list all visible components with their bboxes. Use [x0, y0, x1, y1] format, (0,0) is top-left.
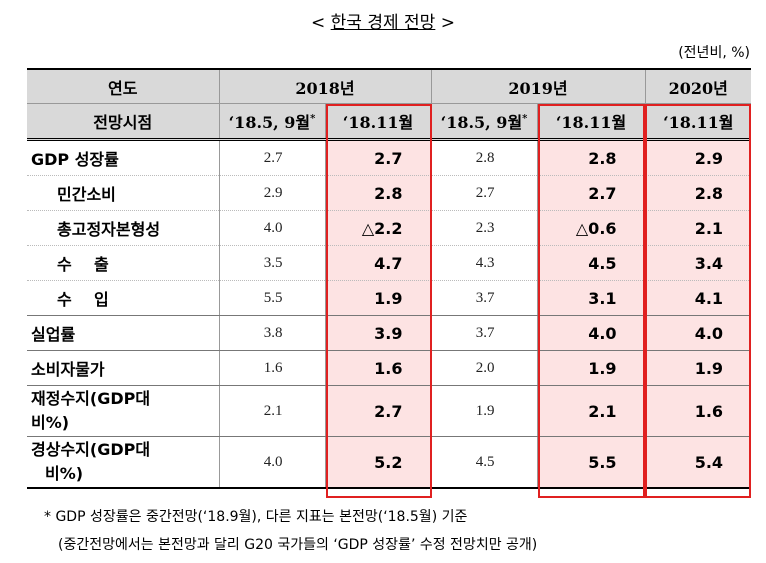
header-forecast-label: 전망시점 [27, 103, 220, 141]
cell-highlight: 1.9 [644, 350, 752, 386]
cell-highlight: 2.7 [324, 385, 432, 437]
cell: 3.7 [430, 280, 538, 316]
table-row: 민간소비 2.9 2.8 2.7 2.7 2.8 [27, 175, 752, 211]
header-2020-nov: ‘18.11월 [644, 103, 752, 141]
cell-highlight: 1.9 [536, 350, 646, 386]
cell: 2.7 [218, 139, 326, 176]
cell: 4.0 [218, 436, 326, 489]
header-2019: 2019년 [430, 68, 646, 104]
cell-highlight: 4.5 [536, 245, 646, 281]
cell: 1.9 [430, 385, 538, 437]
cell-highlight: 2.8 [644, 175, 752, 211]
row-label-current-account: 경상수지(GDP대 비%) [27, 436, 220, 489]
row-label-investment: 총고정자본형성 [27, 210, 220, 246]
cell-highlight: 4.1 [644, 280, 752, 316]
cell-highlight: 2.7 [536, 175, 646, 211]
cell-highlight: 4.0 [536, 315, 646, 351]
cell: 4.0 [218, 210, 326, 246]
row-label-gdp: GDP 성장률 [27, 139, 220, 176]
table-row: 수 입 5.5 1.9 3.7 3.1 4.1 [27, 280, 752, 316]
cell: 2.0 [430, 350, 538, 386]
page-title: < 한국 경제 전망 > [311, 13, 455, 33]
footnote-2: (중간전망에서는 본전망과 달리 G20 국가들의 ‘GDP 성장률’ 수정 전… [58, 537, 538, 553]
cell-highlight: 2.7 [324, 139, 432, 176]
cell-highlight: 2.8 [324, 175, 432, 211]
cell-highlight: 3.4 [644, 245, 752, 281]
row-label-exports: 수 출 [27, 245, 220, 281]
cell: 4.3 [430, 245, 538, 281]
cell: 2.3 [430, 210, 538, 246]
row-label-imports: 수 입 [27, 280, 220, 316]
cell-highlight: 5.2 [324, 436, 432, 489]
table-row: GDP 성장률 2.7 2.7 2.8 2.8 2.9 [27, 139, 752, 176]
header-2020: 2020년 [644, 68, 752, 104]
cell-highlight: 1.9 [324, 280, 432, 316]
cell: 4.5 [430, 436, 538, 489]
cell-highlight: 4.7 [324, 245, 432, 281]
cell-highlight: 2.1 [644, 210, 752, 246]
table-row: 소비자물가 1.6 1.6 2.0 1.9 1.9 [27, 350, 752, 386]
footnote-1: * GDP 성장률은 중간전망(‘18.9월), 다른 지표는 본전망(‘18.… [44, 509, 468, 525]
cell: 5.5 [218, 280, 326, 316]
cell: 3.7 [430, 315, 538, 351]
table-row: 경상수지(GDP대 비%) 4.0 5.2 4.5 5.5 5.4 [27, 436, 752, 489]
cell: 1.6 [218, 350, 326, 386]
header-2019-nov: ‘18.11월 [536, 103, 646, 141]
table-row: 실업률 3.8 3.9 3.7 4.0 4.0 [27, 315, 752, 351]
cell-highlight: 1.6 [324, 350, 432, 386]
cell: 3.5 [218, 245, 326, 281]
cell-highlight: 2.8 [536, 139, 646, 176]
row-label-cpi: 소비자물가 [27, 350, 220, 386]
title-text: 한국 경제 전망 [330, 13, 436, 33]
header-year-label: 연도 [27, 68, 220, 104]
cell-highlight: 3.9 [324, 315, 432, 351]
header-2018-may-sep: ‘18.5, 9월* [218, 103, 326, 141]
cell-highlight: 4.0 [644, 315, 752, 351]
forecast-table: 연도 2018년 2019년 2020년 전망시점 ‘18.5, 9월* ‘18… [27, 68, 752, 489]
cell: 2.8 [430, 139, 538, 176]
cell-highlight: 5.5 [536, 436, 646, 489]
cell: 2.9 [218, 175, 326, 211]
cell-highlight: 3.1 [536, 280, 646, 316]
row-label-fiscal: 재정수지(GDP대 비%) [27, 385, 220, 437]
cell: 2.1 [218, 385, 326, 437]
header-2018: 2018년 [218, 68, 432, 104]
header-2018-nov: ‘18.11월 [324, 103, 432, 141]
cell: 3.8 [218, 315, 326, 351]
row-label-unemployment: 실업률 [27, 315, 220, 351]
table-row: 수 출 3.5 4.7 4.3 4.5 3.4 [27, 245, 752, 281]
cell-highlight: 2.1 [536, 385, 646, 437]
cell: 2.7 [430, 175, 538, 211]
cell-highlight: △0.6 [536, 210, 646, 246]
header-2019-may-sep: ‘18.5, 9월* [430, 103, 538, 141]
table-row: 재정수지(GDP대 비%) 2.1 2.7 1.9 2.1 1.6 [27, 385, 752, 437]
cell-highlight: △2.2 [324, 210, 432, 246]
table-row: 총고정자본형성 4.0 △2.2 2.3 △0.6 2.1 [27, 210, 752, 246]
cell-highlight: 5.4 [644, 436, 752, 489]
cell-highlight: 1.6 [644, 385, 752, 437]
unit-label: (전년비, %) [678, 45, 750, 61]
cell-highlight: 2.9 [644, 139, 752, 176]
row-label-consumption: 민간소비 [27, 175, 220, 211]
